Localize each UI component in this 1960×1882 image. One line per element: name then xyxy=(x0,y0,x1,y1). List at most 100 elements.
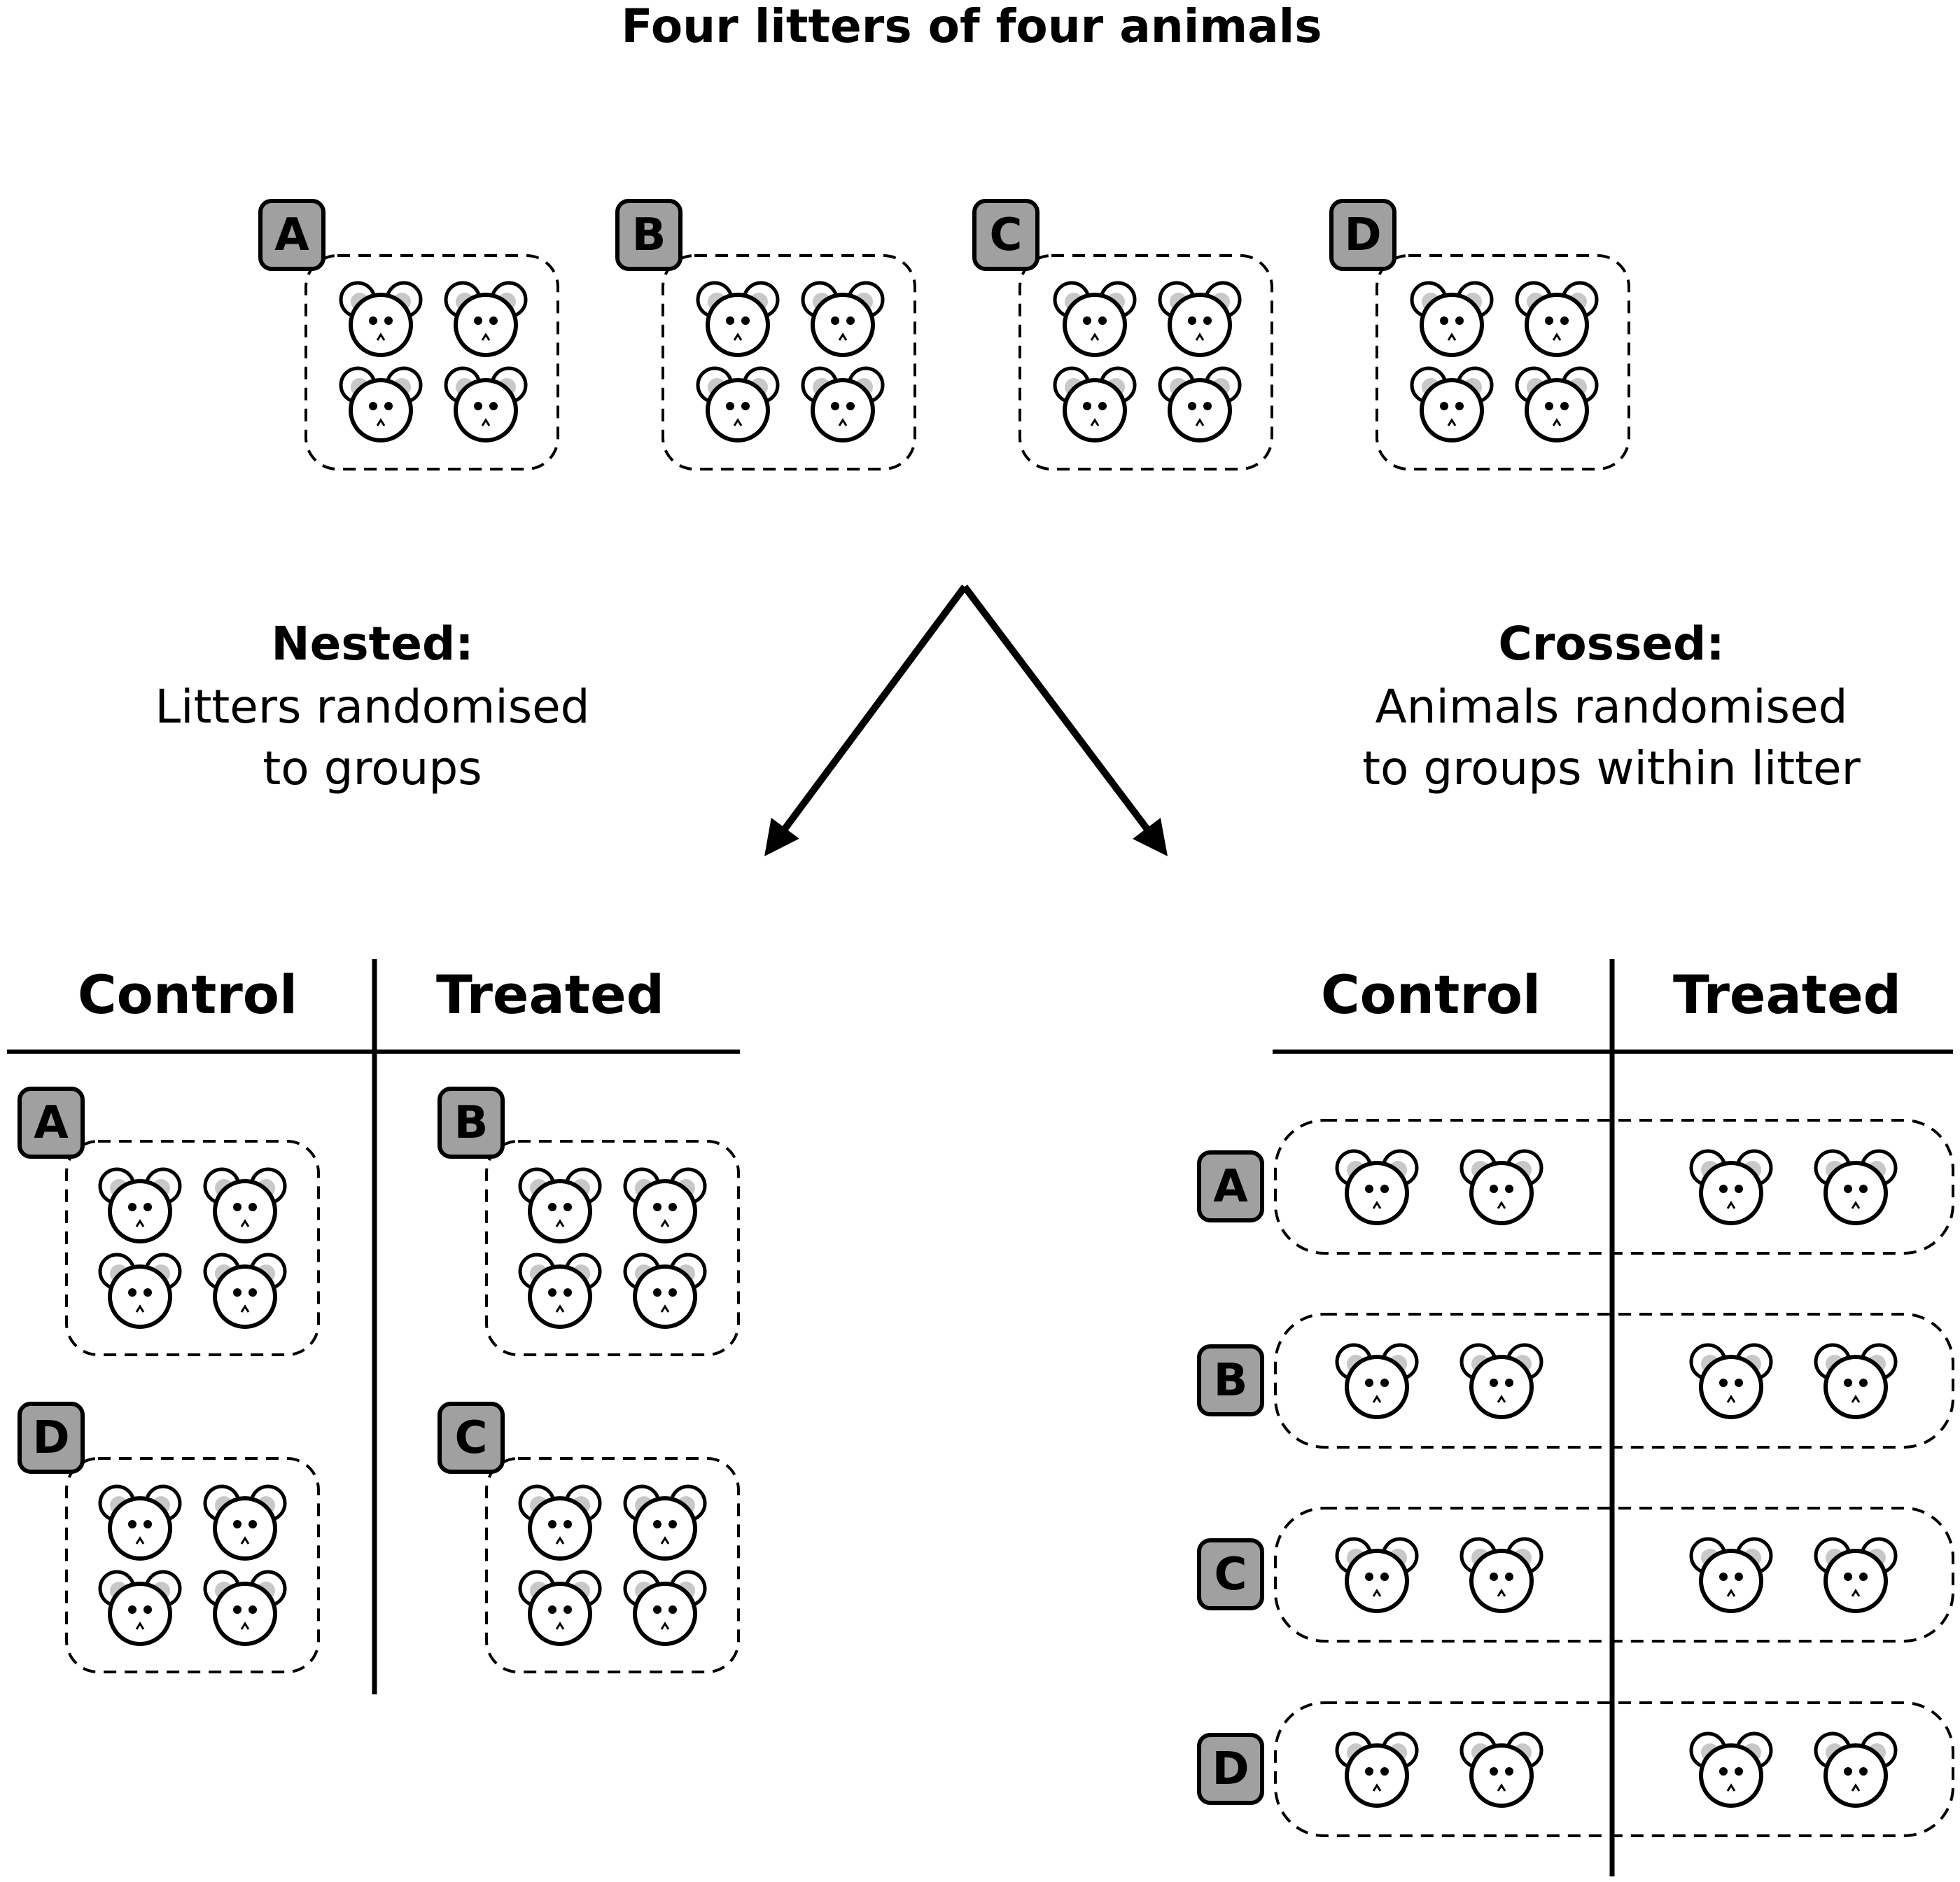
mouse-face-icon xyxy=(1816,1151,1896,1223)
crossed-row-litter-b: B xyxy=(1197,1313,1954,1449)
mouse-face-icon xyxy=(520,1486,600,1559)
crossed-row-litter-a: A xyxy=(1197,1119,1954,1255)
crossed-treated-header: Treated xyxy=(1673,963,1901,1026)
arrow-to-nested xyxy=(764,585,968,857)
litter-badge-label: D xyxy=(1344,209,1381,261)
mouse-face-icon xyxy=(1691,1345,1771,1417)
mouse-face-icon xyxy=(1160,368,1240,440)
mouse-face-icon xyxy=(205,1572,285,1644)
mouse-face-icon xyxy=(803,368,883,440)
litter-badge-label: C xyxy=(455,1412,488,1464)
mouse-face-icon xyxy=(520,1169,600,1241)
mouse-face-icon xyxy=(205,1486,285,1559)
nested-control-litter-a: A xyxy=(18,1087,320,1356)
mouse-face-icon xyxy=(205,1255,285,1327)
mouse-face-icon xyxy=(1462,1345,1541,1417)
crossed-row-litter-d: D xyxy=(1197,1701,1954,1837)
top-litters: A B C D xyxy=(258,199,1630,470)
mouse-face-icon xyxy=(1160,283,1240,355)
nested-control-litter-d: D xyxy=(18,1402,320,1673)
litter-badge-label: B xyxy=(454,1097,489,1149)
litter-badge xyxy=(18,1402,85,1474)
litter-badge xyxy=(1197,1150,1264,1222)
mouse-face-icon xyxy=(1462,1151,1541,1223)
mouse-face-icon xyxy=(205,1169,285,1241)
mouse-face-icon xyxy=(341,368,421,440)
mouse-face-icon xyxy=(520,1255,600,1327)
mouse-face-icon xyxy=(100,1169,180,1241)
litter-badge-label: A xyxy=(1213,1161,1248,1213)
top-litter-c: C xyxy=(972,199,1273,470)
mouse-face-icon xyxy=(1517,283,1597,355)
mouse-face-icon xyxy=(1816,1734,1896,1806)
litter-badge xyxy=(258,199,326,271)
mouse-face-icon xyxy=(1462,1539,1541,1611)
nested-control-header: Control xyxy=(78,963,298,1026)
mouse-face-icon xyxy=(341,283,421,355)
crossed-description-line-2: to groups within litter xyxy=(1362,741,1861,795)
nested-description-line-1: Litters randomised xyxy=(155,680,589,734)
mouse-face-icon xyxy=(1055,283,1135,355)
top-litter-a: A xyxy=(258,199,559,470)
nested-table: Control Treated A D xyxy=(7,959,740,1694)
mouse-face-icon xyxy=(1816,1539,1896,1611)
litter-badge-label: C xyxy=(990,209,1023,261)
mouse-face-icon xyxy=(1517,368,1597,440)
mouse-face-icon xyxy=(1462,1734,1541,1806)
top-litter-d: D xyxy=(1329,199,1630,470)
mouse-face-icon xyxy=(625,1255,705,1327)
mouse-face-icon xyxy=(1412,283,1492,355)
mouse-face-icon xyxy=(100,1486,180,1559)
mouse-face-icon xyxy=(625,1169,705,1241)
mouse-face-icon xyxy=(1691,1539,1771,1611)
mouse-face-icon xyxy=(1412,368,1492,440)
mouse-face-icon xyxy=(803,283,883,355)
mouse-face-icon xyxy=(100,1572,180,1644)
litter-badge-label: A xyxy=(274,209,309,261)
mouse-face-icon xyxy=(625,1486,705,1559)
mouse-face-icon xyxy=(1816,1345,1896,1417)
top-litter-b: B xyxy=(615,199,916,470)
litter-badge xyxy=(1197,1344,1264,1416)
litter-badge xyxy=(1329,199,1396,271)
litter-badge-label: D xyxy=(1212,1743,1249,1795)
mouse-face-icon xyxy=(698,368,778,440)
litter-badge-label: B xyxy=(632,209,666,261)
crossed-heading: Crossed: xyxy=(1498,617,1724,671)
crossed-description-line-1: Animals randomised xyxy=(1376,680,1848,734)
mouse-face-icon xyxy=(1337,1345,1417,1417)
mouse-face-icon xyxy=(446,368,526,440)
nested-heading: Nested: xyxy=(271,617,473,671)
nested-treated-litter-c: C xyxy=(438,1402,740,1673)
mouse-face-icon xyxy=(1055,368,1135,440)
mouse-face-icon xyxy=(1337,1734,1417,1806)
litter-badge-label: B xyxy=(1214,1355,1248,1407)
nested-treated-header: Treated xyxy=(436,963,664,1026)
arrow-to-crossed xyxy=(962,584,1168,856)
litter-badge-label: A xyxy=(34,1097,69,1149)
nested-treated-litter-b: B xyxy=(438,1087,740,1356)
mouse-face-icon xyxy=(625,1572,705,1644)
nested-description-line-2: to groups xyxy=(262,741,482,795)
litter-badge xyxy=(438,1087,505,1159)
mouse-face-icon xyxy=(1337,1539,1417,1611)
crossed-control-header: Control xyxy=(1321,963,1541,1026)
litter-badge xyxy=(1197,1733,1264,1805)
mouse-face-icon xyxy=(520,1572,600,1644)
page-title: Four litters of four animals xyxy=(621,0,1322,53)
mouse-face-icon xyxy=(446,283,526,355)
litter-badge xyxy=(615,199,682,271)
crossed-row-litter-c: C xyxy=(1197,1507,1954,1643)
mouse-face-icon xyxy=(698,283,778,355)
litter-badge xyxy=(438,1402,505,1474)
litter-badge xyxy=(1197,1538,1264,1610)
mouse-face-icon xyxy=(100,1255,180,1327)
mouse-face-icon xyxy=(1691,1734,1771,1806)
mouse-face-icon xyxy=(1691,1151,1771,1223)
crossed-table: Control Treated A B xyxy=(1197,959,1954,1876)
litter-badge-label: D xyxy=(32,1412,69,1464)
litter-badge xyxy=(18,1087,85,1159)
mouse-face-icon xyxy=(1337,1151,1417,1223)
litter-badge-label: C xyxy=(1214,1549,1247,1601)
